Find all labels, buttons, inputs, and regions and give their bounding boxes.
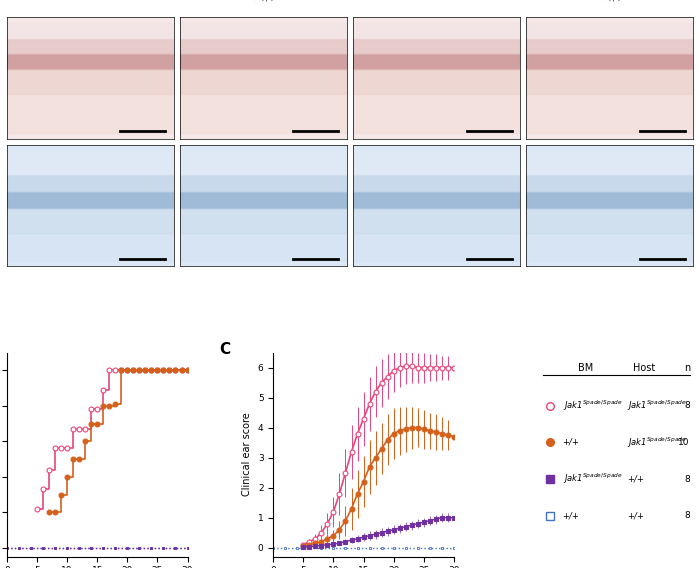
Text: Jak1$^{Spade/Spade}$ BM
→ Jak1$^{Spade/Spade}$: Jak1$^{Spade/Spade}$ BM → Jak1$^{Spade/S… — [402, 0, 470, 2]
Text: +/+: +/+ — [563, 438, 580, 447]
Bar — [7, 69, 174, 94]
Bar — [7, 151, 174, 174]
Text: +/+ BM
→ Jak1$^{Spade/Spade}$: +/+ BM → Jak1$^{Spade/Spade}$ — [60, 0, 121, 2]
Text: 8: 8 — [684, 401, 690, 410]
Bar — [354, 23, 520, 39]
Bar — [526, 53, 693, 69]
Bar — [7, 193, 174, 208]
Bar — [354, 94, 520, 133]
Bar — [354, 39, 520, 53]
Bar — [526, 174, 693, 193]
Bar — [354, 193, 520, 208]
Bar — [354, 151, 520, 174]
Text: Jak1$^{Spade/Spade}$ BM
→ +/+: Jak1$^{Spade/Spade}$ BM → +/+ — [230, 0, 298, 2]
Bar — [7, 23, 174, 39]
Bar — [180, 53, 346, 69]
Bar — [526, 69, 693, 94]
Text: Jak1$^{Spade/Spade}$: Jak1$^{Spade/Spade}$ — [627, 435, 687, 449]
Bar — [354, 208, 520, 233]
Bar — [180, 208, 346, 233]
Bar — [180, 233, 346, 261]
Text: +/+: +/+ — [627, 475, 644, 483]
Bar — [7, 233, 174, 261]
Text: n: n — [684, 363, 690, 373]
Text: 8: 8 — [684, 511, 690, 520]
Bar — [354, 53, 520, 69]
Bar — [180, 151, 346, 174]
Text: C: C — [219, 343, 230, 357]
Bar — [180, 174, 346, 193]
Bar — [526, 233, 693, 261]
Bar — [526, 94, 693, 133]
Text: Jak1$^{Spade/Spade}$: Jak1$^{Spade/Spade}$ — [627, 398, 687, 413]
Text: 10: 10 — [678, 438, 690, 447]
Text: 8: 8 — [684, 475, 690, 483]
Bar — [180, 23, 346, 39]
Bar — [180, 69, 346, 94]
Bar — [7, 94, 174, 133]
Bar — [7, 174, 174, 193]
Bar — [180, 94, 346, 133]
Bar — [7, 53, 174, 69]
Bar — [354, 233, 520, 261]
Bar — [526, 23, 693, 39]
Bar — [354, 174, 520, 193]
Bar — [7, 39, 174, 53]
Bar — [526, 39, 693, 53]
Bar — [526, 208, 693, 233]
Bar — [7, 208, 174, 233]
Y-axis label: Clinical ear score: Clinical ear score — [242, 413, 252, 496]
Text: BM: BM — [578, 363, 593, 373]
Bar — [526, 151, 693, 174]
Text: +/+: +/+ — [627, 511, 644, 520]
Text: +/+: +/+ — [563, 511, 580, 520]
Text: Jak1$^{Spade/Spade}$: Jak1$^{Spade/Spade}$ — [563, 398, 622, 413]
Text: +/+ BM
→ +/+: +/+ BM → +/+ — [595, 0, 624, 2]
Bar — [180, 193, 346, 208]
Text: Host: Host — [633, 363, 655, 373]
Bar — [526, 193, 693, 208]
Bar — [354, 69, 520, 94]
Text: Jak1$^{Spade/Spade}$: Jak1$^{Spade/Spade}$ — [563, 472, 622, 486]
Bar — [180, 39, 346, 53]
